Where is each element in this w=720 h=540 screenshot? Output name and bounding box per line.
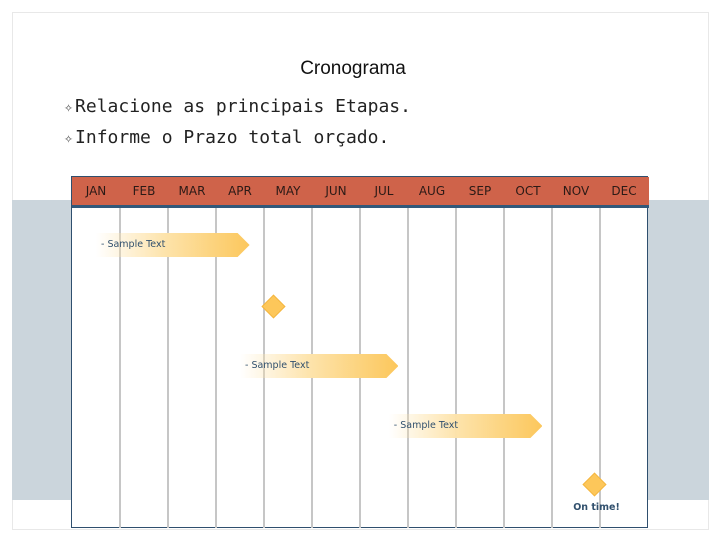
bullet-item: ✧ Relacione as principais Etapas. bbox=[64, 96, 411, 117]
month-gridline bbox=[215, 208, 217, 528]
bullet-text: Relacione as principais Etapas. bbox=[75, 96, 411, 117]
task-label: - Sample Text bbox=[101, 239, 166, 250]
task-label: - Sample Text bbox=[393, 420, 459, 431]
milestone-label: On time! bbox=[573, 502, 620, 513]
month-header: JAN FEB MAR APR MAY JUN JUL AUG SEP OCT NOV DEC bbox=[72, 177, 649, 208]
bullet-item: ✧ Informe o Prazo total orçado. bbox=[64, 127, 389, 148]
month-label-oct: OCT bbox=[515, 184, 541, 198]
month-label-dec: DEC bbox=[611, 184, 637, 198]
month-gridline bbox=[455, 208, 457, 528]
month-label-aug: AUG bbox=[418, 184, 446, 198]
task-label: - Sample Text bbox=[245, 360, 310, 371]
task-bar bbox=[389, 414, 543, 438]
month-label-jul: JUL bbox=[374, 184, 394, 198]
month-label-jan: JAN bbox=[85, 184, 107, 198]
month-label-feb: FEB bbox=[132, 184, 156, 198]
month-gridline bbox=[407, 208, 409, 528]
month-label-mar: MAR bbox=[178, 184, 206, 198]
month-label-nov: NOV bbox=[562, 184, 590, 198]
task-bar bbox=[96, 233, 250, 257]
month-label-sep: SEP bbox=[468, 184, 492, 198]
task-bar bbox=[240, 354, 398, 378]
month-label-may: MAY bbox=[275, 184, 301, 198]
bullet-star-icon: ✧ bbox=[64, 98, 74, 116]
month-label-jun: JUN bbox=[325, 184, 347, 198]
bullet-star-icon: ✧ bbox=[64, 129, 74, 147]
month-gridline bbox=[167, 208, 169, 528]
milestone-diamond-icon bbox=[582, 472, 607, 497]
month-gridline bbox=[599, 208, 601, 528]
bullet-text: Informe o Prazo total orçado. bbox=[75, 127, 390, 148]
month-gridline bbox=[119, 208, 121, 528]
month-gridline bbox=[551, 208, 553, 528]
gantt-timeline: JAN FEB MAR APR MAY JUN JUL AUG SEP OCT NOV DEC - S… bbox=[71, 176, 649, 528]
slide-title: Cronograma bbox=[300, 58, 406, 79]
month-label-apr: APR bbox=[228, 184, 252, 198]
month-gridline bbox=[503, 208, 505, 528]
